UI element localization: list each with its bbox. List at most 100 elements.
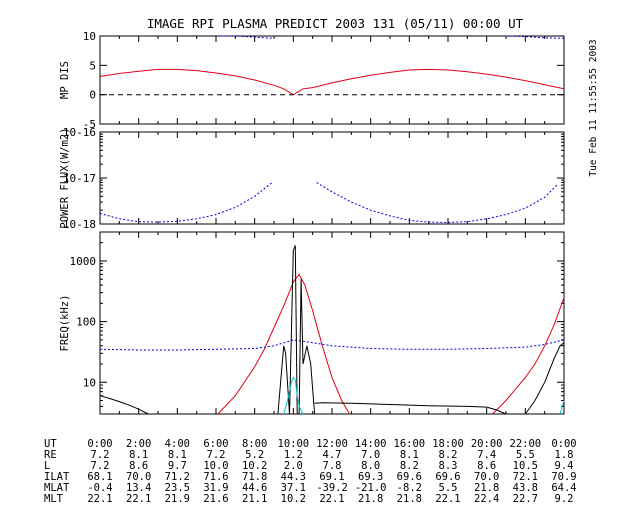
x-tick-label: 18:00 [432, 438, 464, 450]
table-cell: 5.5 [516, 449, 535, 461]
table-cell: -0.4 [87, 482, 112, 494]
table-cell: 22.1 [435, 493, 460, 505]
timestamp-label: Tue Feb 11 11:55:55 2003 [588, 39, 599, 176]
panel-frame [99, 35, 565, 125]
table-cell: 22.4 [474, 493, 499, 505]
table-cell: 10.5 [513, 460, 538, 472]
table-cell: 22.1 [87, 493, 112, 505]
table-cell: 23.5 [165, 482, 190, 494]
table-cell: 7.8 [323, 460, 342, 472]
table-cell: 64.4 [551, 482, 576, 494]
panel-frame [99, 131, 565, 225]
series-blue-1 [316, 182, 559, 224]
table-cell: 68.1 [87, 471, 112, 483]
table-cell: -39.2 [316, 482, 348, 494]
series-black-3 [99, 395, 149, 415]
series-red-1 [492, 297, 565, 415]
panel-0: -5 0 5 10 MP DIS [59, 30, 565, 131]
table-cell: 43.8 [513, 482, 538, 494]
y-tick-label: 100 [76, 316, 96, 329]
series-cyan-7 [283, 376, 304, 415]
table-cell: 71.8 [242, 471, 267, 483]
table-cell: 44.3 [281, 471, 306, 483]
y-tick-label: 10-17 [63, 172, 96, 185]
table-cell: 13.4 [126, 482, 151, 494]
table-cell: -21.0 [355, 482, 387, 494]
table-cell: 69.3 [358, 471, 383, 483]
row-label: L [44, 460, 50, 472]
table-cell: 1.8 [555, 449, 574, 461]
table-cell: 21.8 [358, 493, 383, 505]
x-tick-label: 6:00 [203, 438, 228, 450]
y-tick-label: 10 [83, 30, 96, 43]
plot-title: IMAGE RPI PLASMA PREDICT 2003 131 (05/11… [147, 16, 524, 31]
x-tick-label: 16:00 [394, 438, 426, 450]
y-tick-label: 10-18 [63, 218, 96, 231]
y-axis-label: POWER FLUX(W/m2) [59, 127, 71, 228]
orbit-table: UT 0:00 2:00 4:00 6:00 8:00 10:00 12:00 14:00 16:… [44, 438, 577, 505]
x-tick-label: 14:00 [355, 438, 387, 450]
panel-2: 10 100 1000 FREQ(kHz) [59, 231, 565, 415]
row-label: RE [44, 449, 57, 461]
table-cell: -8.2 [397, 482, 422, 494]
table-cell: 7.4 [477, 449, 496, 461]
table-cell: 72.1 [513, 471, 538, 483]
table-cell: 4.7 [323, 449, 342, 461]
table-cell: 9.7 [168, 460, 187, 472]
table-cell: 22.1 [319, 493, 344, 505]
table-cell: 22.1 [126, 493, 151, 505]
row-label: UT [44, 438, 57, 450]
table-cell: 69.6 [397, 471, 422, 483]
table-cell: 71.6 [203, 471, 228, 483]
y-tick-label: -5 [83, 118, 96, 131]
table-cell: 21.1 [242, 493, 267, 505]
table-cell: 8.6 [477, 460, 496, 472]
row-label: MLT [44, 493, 64, 505]
x-tick-label: 22:00 [510, 438, 542, 450]
y-axis-label: MP DIS [59, 61, 71, 99]
table-cell: 7.2 [91, 449, 110, 461]
row-label: ILAT [44, 471, 70, 483]
table-cell: 8.0 [361, 460, 380, 472]
table-cell: 8.1 [129, 449, 148, 461]
table-cell: 69.6 [435, 471, 460, 483]
table-cell: 31.9 [203, 482, 228, 494]
x-tick-label: 2:00 [126, 438, 151, 450]
y-tick-label: 5 [89, 59, 96, 72]
y-axis-label: FREQ(kHz) [59, 295, 71, 352]
series-blue-0 [99, 182, 273, 223]
table-cell: 8.1 [168, 449, 187, 461]
table-cell: 10.2 [242, 460, 267, 472]
series-blue-2 [505, 35, 565, 39]
series-blue-2 [99, 339, 565, 351]
series-red-0 [217, 273, 350, 415]
table-cell: 8.3 [439, 460, 458, 472]
table-cell: 1.2 [284, 449, 303, 461]
x-tick-label: 12:00 [316, 438, 348, 450]
table-cell: 21.8 [474, 482, 499, 494]
row-label: MLAT [44, 482, 70, 494]
x-tick-label: 0:00 [87, 438, 112, 450]
y-tick-label: 10 [83, 376, 96, 389]
series-blue-1 [221, 35, 275, 39]
table-cell: 44.6 [242, 482, 267, 494]
x-tick-label: 8:00 [242, 438, 267, 450]
x-tick-label: 10:00 [278, 438, 310, 450]
table-cell: 9.2 [555, 493, 574, 505]
series-black-5 [314, 402, 507, 415]
table-cell: 69.1 [319, 471, 344, 483]
table-cell: 21.9 [165, 493, 190, 505]
series-red-0 [99, 68, 565, 96]
table-cell: 8.2 [400, 460, 419, 472]
table-cell: 7.2 [91, 460, 110, 472]
table-cell: 71.2 [165, 471, 190, 483]
table-cell: 2.0 [284, 460, 303, 472]
table-cell: 22.7 [513, 493, 538, 505]
table-cell: 21.6 [203, 493, 228, 505]
table-cell: 10.0 [203, 460, 228, 472]
x-tick-label: 0:00 [551, 438, 576, 450]
table-cell: 8.2 [439, 449, 458, 461]
